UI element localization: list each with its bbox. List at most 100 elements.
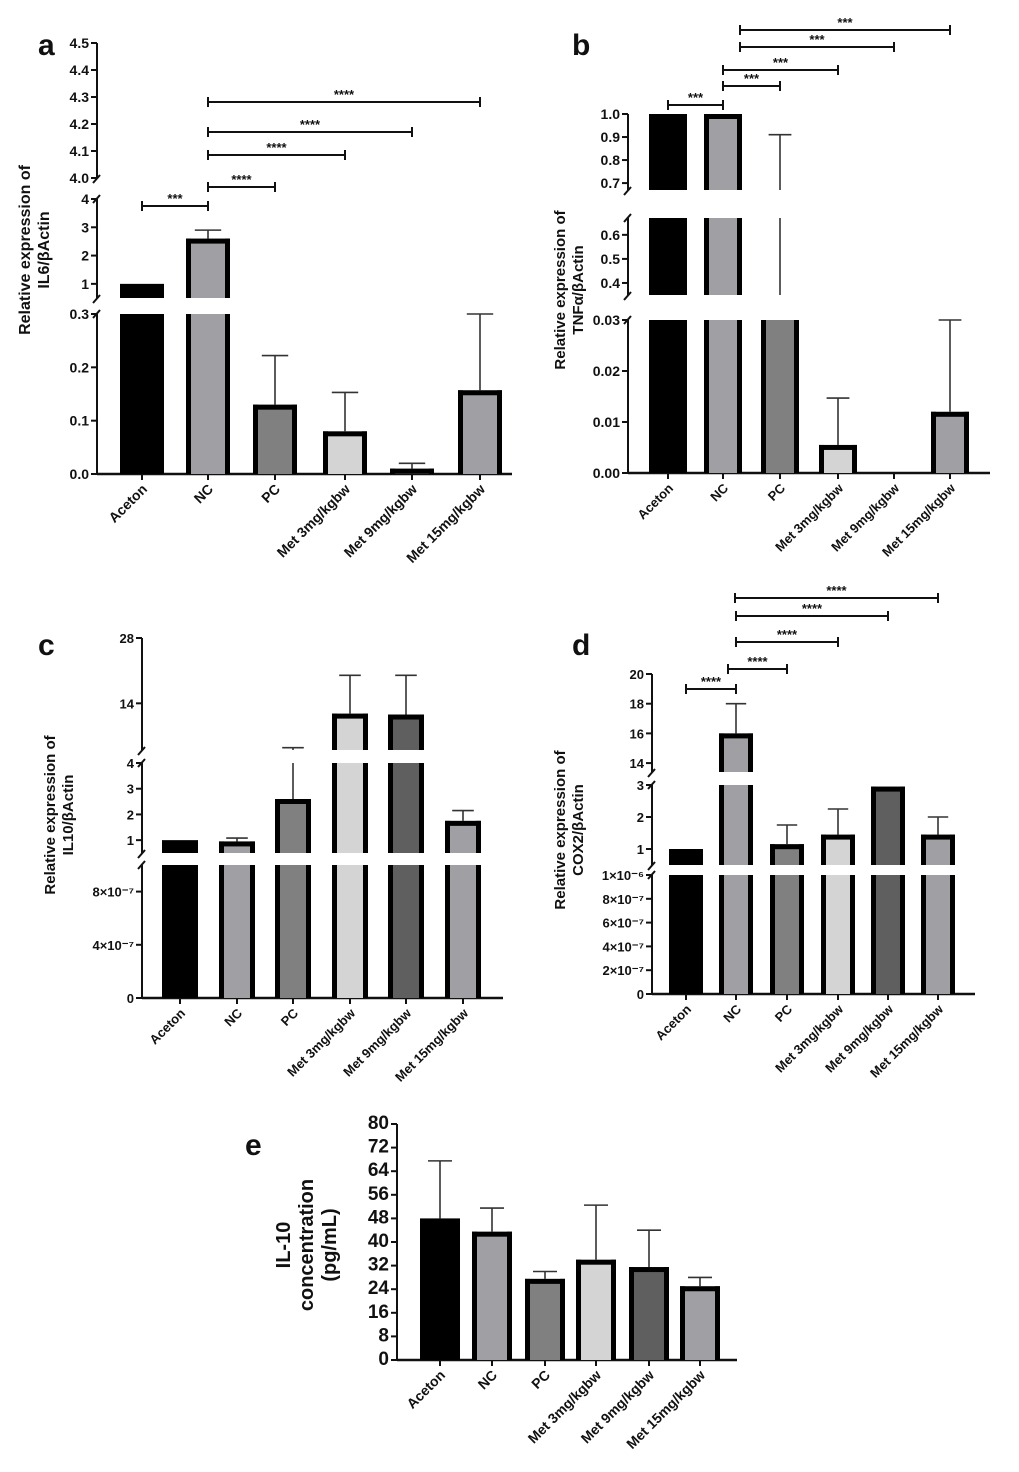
bar-outline [737, 218, 742, 295]
x-tick-label: Aceton [146, 1005, 188, 1047]
panel-label: b [572, 29, 590, 62]
significance-bracket: *** [667, 90, 724, 110]
axis-break-mark [623, 186, 632, 196]
bar-outline [611, 1259, 616, 1360]
significance-bracket: *** [722, 55, 839, 75]
axis-break-mark [137, 849, 146, 859]
y-tick-label: 0.5 [601, 251, 621, 267]
y-axis-label-line: COX2/βActin [570, 784, 587, 876]
bar-outline [850, 875, 855, 994]
bar-outline [576, 1259, 616, 1265]
x-tick-label: PC [258, 481, 283, 506]
bar-outline [560, 1278, 565, 1360]
bar-outline [525, 1278, 530, 1360]
bar-outline [871, 875, 876, 994]
y-tick-label: 32 [368, 1255, 389, 1276]
significance-label: **** [231, 172, 252, 187]
bar-NC [704, 320, 742, 473]
y-tick-label: 0.01 [593, 414, 620, 430]
bar-Met 9mg/kgbw [871, 875, 905, 994]
bar-outline [250, 841, 255, 853]
bar-outline [680, 1286, 685, 1360]
bar-Met 15mg/kgbw [931, 411, 969, 473]
y-tick-label: 80 [368, 1113, 389, 1134]
y-tick-label: 1.0 [601, 106, 621, 122]
bar-outline [799, 875, 804, 994]
y-tick-label: 28 [120, 631, 134, 646]
y-axis-label-line: Relative expression of [17, 164, 34, 335]
x-tick-label: NC [221, 1005, 245, 1029]
bar-outline [770, 844, 775, 865]
bar-outline [219, 841, 255, 847]
bar-PC [525, 1278, 565, 1360]
significance-bracket: **** [207, 140, 346, 160]
significance-label: *** [809, 32, 825, 47]
bar-outline [737, 114, 742, 190]
bar-outline [629, 1267, 634, 1360]
y-tick-label: 3 [637, 778, 644, 793]
bar-outline [388, 763, 393, 853]
bar-outline [497, 390, 502, 474]
panel-label: a [38, 29, 55, 62]
bar-PC [275, 799, 311, 853]
y-tick-label: 2 [81, 248, 89, 264]
significance-label: **** [802, 601, 823, 616]
significance-bracket: **** [735, 627, 839, 647]
bar-outline [900, 786, 905, 865]
bar-Aceton [120, 314, 164, 474]
bar-outline [719, 733, 753, 739]
y-tick-label: 4×10⁻⁷ [602, 939, 644, 954]
panel-label: c [38, 629, 55, 662]
x-tick-label: PC [528, 1367, 553, 1392]
bar-outline [306, 799, 311, 853]
y-axis-label-line: Relative expression of [552, 749, 569, 909]
y-tick-label: 4.3 [70, 89, 90, 105]
y-tick-label: 0.2 [70, 359, 90, 375]
bar-Met 3mg/kgbw [332, 763, 368, 853]
y-tick-label: 6×10⁻⁷ [602, 916, 644, 931]
bar-Aceton [162, 840, 198, 853]
bar-outline [445, 820, 450, 853]
bar-Met 3mg/kgbw [821, 875, 855, 994]
bar-outline [390, 468, 434, 474]
bar-NC [186, 314, 230, 474]
y-tick-label: 8 [378, 1325, 389, 1346]
bar-Aceton [162, 865, 198, 998]
bar-outline [250, 865, 255, 998]
y-tick-label: 0.9 [601, 129, 621, 145]
bar-outline [332, 713, 368, 719]
bar-outline [821, 875, 826, 994]
bar-outline [629, 1267, 669, 1273]
y-tick-label: 4.1 [70, 143, 90, 159]
y-axis-label-line: IL-10 [273, 1222, 295, 1269]
bar-NC [719, 875, 753, 994]
bar-outline [950, 834, 955, 865]
bar-Met 9mg/kgbw [388, 763, 424, 853]
bar-outline [799, 844, 804, 865]
bar-outline [719, 785, 724, 865]
y-tick-label: 4.4 [70, 62, 90, 78]
y-tick-label: 16 [368, 1302, 389, 1323]
x-tick-label: NC [474, 1367, 500, 1393]
significance-bracket: **** [685, 674, 737, 694]
y-tick-label: 0 [127, 991, 134, 1006]
bar-outline [458, 390, 502, 396]
bar-outline [950, 875, 955, 994]
axis-break-mark [647, 861, 656, 871]
bar-outline [363, 713, 368, 750]
bar-outline [576, 1259, 581, 1360]
bar-outline [931, 411, 936, 473]
bar-outline [275, 799, 280, 853]
bar-Met 9mg/kgbw [629, 1267, 669, 1360]
x-tick-label: NC [707, 480, 731, 504]
bar-Met 3mg/kgbw [332, 865, 368, 998]
y-axis-label: IL-10concentration(pg/mL) [273, 1179, 341, 1311]
significance-label: *** [837, 15, 853, 30]
bar-outline [419, 714, 424, 750]
bar-outline [186, 238, 191, 298]
bar-outline [388, 865, 393, 998]
bar-Met 3mg/kgbw [576, 1259, 616, 1360]
panel-b: b 0.00 0.01 0.02 0.03 0.4 0.5 0.6 0.7 0.8 0.9 1.0 Re… [552, 15, 990, 560]
bar-outline [186, 238, 230, 244]
bar-outline [871, 786, 905, 792]
